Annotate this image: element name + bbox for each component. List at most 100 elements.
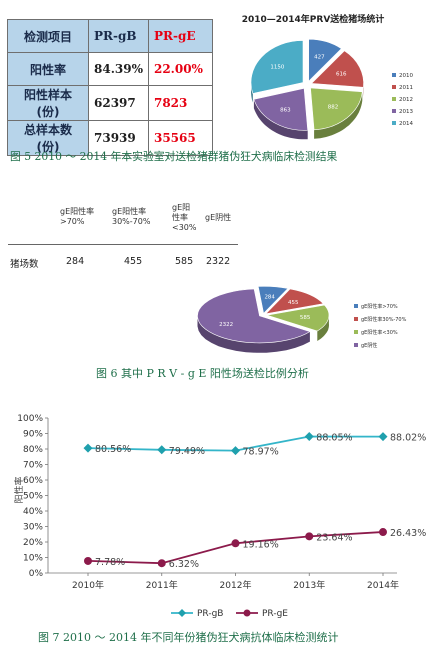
fig7-caption: 图 7 2010 ～ 2014 年不同年份猪伪狂犬病抗体临床检测统计 (38, 631, 339, 644)
legend-swatch (392, 85, 396, 89)
fig5-table: 检测项目 PR-gB PR-gE 阳性率 84.39% 22.00% 阳性样本(… (7, 19, 213, 156)
pie-data-label: 2322 (219, 322, 233, 328)
pie-slice (197, 288, 311, 344)
legend-swatch (354, 330, 358, 334)
data-point (379, 528, 387, 537)
y-tick-label: 30% (23, 523, 43, 533)
legend-entry: gE阳性率>70% (361, 303, 398, 310)
pie-data-label: 1150 (270, 65, 284, 71)
legend-swatch (354, 304, 358, 308)
fig6-pie-chart: 284 455 585 2322 gE阳性率>70% gE阳性率30%-70% gE阳性率… (197, 285, 407, 353)
fig7-line-chart: 0% 10% 20% 30% 40% 50% 60% 70% 80% 90% 100% 2010年 2… (13, 414, 426, 619)
x-tick-label: 2014年 (367, 579, 399, 591)
data-label: 88.02% (390, 433, 426, 444)
pie-slice (266, 304, 330, 332)
data-point (305, 532, 314, 541)
pie-data-label: 882 (328, 105, 339, 111)
pie-data-label: 455 (288, 300, 299, 306)
fig5-caption: 图 5 2010 ～ 2014 年本实验室对送检猪群猪伪狂犬病临床检测结果 (10, 150, 338, 163)
fig6-header: gE阳性率 >70% (60, 207, 95, 226)
table-cell: 阳性样本(份) (7, 85, 89, 121)
x-tick-label: 2012年 (220, 579, 252, 591)
pie-slice (250, 40, 304, 94)
fig6-row-label: 猪场数 (10, 259, 39, 270)
table-cell: 阳性率 (7, 52, 89, 86)
pie-slice (310, 87, 363, 131)
y-tick-label: 70% (23, 461, 43, 471)
table-row: 阳性率 84.39% 22.00% (7, 52, 213, 86)
table-row: 阳性样本(份) 62397 7823 (7, 85, 213, 121)
table-cell: 62397 (88, 85, 149, 121)
table-cell: 35565 (147, 120, 213, 156)
legend-swatch (354, 317, 358, 321)
x-tick-label: 2011年 (146, 579, 178, 591)
data-point (231, 539, 240, 548)
fig6-header: gE阳性率 30%-70% (112, 207, 151, 226)
legend-swatch (392, 73, 396, 77)
pie-data-label: 863 (280, 108, 291, 114)
y-tick-label: 90% (23, 430, 43, 440)
data-point (304, 432, 314, 442)
pie-data-label: 284 (264, 295, 275, 301)
data-point (157, 559, 166, 568)
data-label: 78.97% (243, 447, 279, 458)
fig6-value: 284 (66, 256, 85, 267)
fig6-value: 585 (175, 256, 194, 267)
legend-swatch (392, 109, 396, 113)
legend-entry: gE阴性 (361, 342, 377, 349)
x-tick-label: 2013年 (293, 579, 325, 591)
legend-marker (243, 609, 251, 617)
fig6-table-rule (8, 244, 238, 245)
data-point (83, 443, 93, 453)
y-tick-label: 20% (23, 538, 43, 548)
pie-slice-side (253, 99, 308, 140)
y-tick-label: 60% (23, 476, 43, 486)
fig6-header: gE阴性 (205, 213, 232, 222)
legend-swatch (354, 343, 358, 347)
data-point (84, 556, 92, 565)
legend-entry: 2013 (399, 109, 413, 115)
x-tick-label: 2010年 (72, 579, 104, 591)
data-label: 7.78% (95, 557, 125, 568)
fig6-header: gE阳 性率 <30% (172, 203, 197, 232)
pie-slice (310, 50, 364, 88)
data-point (378, 432, 388, 442)
pie-data-label: 616 (336, 71, 347, 77)
y-tick-label: 100% (17, 414, 43, 424)
data-point (157, 445, 167, 455)
data-label: 6.32% (169, 559, 199, 570)
table-row: 检测项目 PR-gB PR-gE (7, 19, 213, 53)
pie1-title: 2010—2014年PRV送检猪场统计 (242, 13, 385, 25)
data-label: 88.05% (316, 433, 352, 444)
data-label: 80.56% (95, 444, 131, 455)
pie-data-label: 585 (300, 315, 311, 321)
y-tick-label: 40% (23, 507, 43, 517)
legend-marker (178, 609, 186, 617)
legend-swatch (392, 97, 396, 101)
pie-slice (308, 38, 342, 82)
legend-entry: 2014 (399, 121, 413, 127)
pie-slice-side (317, 313, 329, 341)
data-point (231, 446, 240, 456)
y-axis-label: 阳性率 (13, 476, 25, 503)
table-cell: 总样本数(份) (7, 120, 89, 156)
pie-slice (257, 285, 289, 314)
y-tick-label: 50% (23, 492, 43, 502)
legend-entry: 2012 (399, 97, 413, 103)
legend-entry: 2011 (399, 85, 413, 91)
data-label: 79.49% (169, 446, 205, 457)
data-label: 26.43% (390, 528, 426, 539)
data-label: 23.64% (316, 532, 352, 543)
table-cell: 检测项目 (7, 19, 89, 53)
table-cell: 84.39% (88, 52, 149, 86)
legend-entry: 2010 (399, 73, 413, 79)
data-label: 19.16% (243, 539, 279, 550)
fig6-value: 455 (124, 256, 143, 267)
legend-entry: gE阳性率30%-70% (361, 316, 407, 323)
table-row: 总样本数(份) 73939 35565 (7, 120, 213, 156)
legend-swatch (392, 121, 396, 125)
legend-entry: PR-gE (262, 609, 288, 619)
pie-slice-side (314, 91, 363, 139)
table-cell: 22.00% (147, 52, 213, 86)
table-cell: PR-gE (147, 19, 213, 53)
